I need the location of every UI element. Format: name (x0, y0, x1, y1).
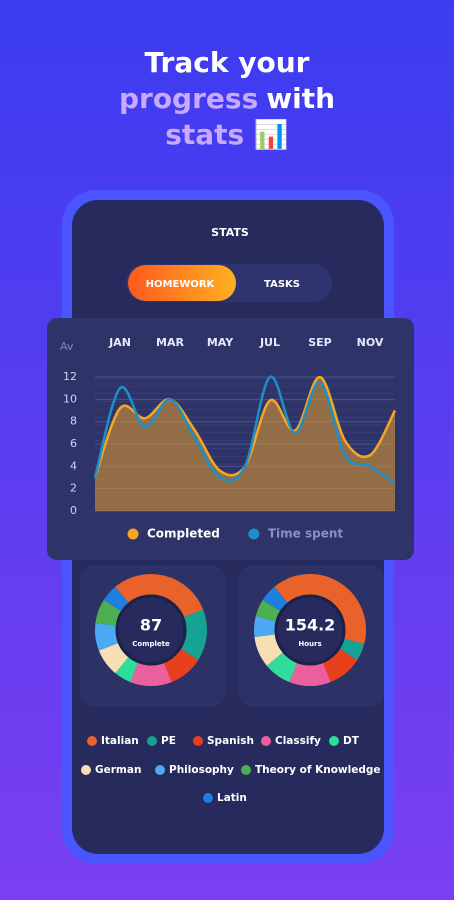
donut-center (115, 594, 187, 666)
donut-segment (103, 586, 130, 613)
legend-swatch (81, 765, 91, 775)
donut-segment (322, 647, 358, 683)
legend-label: DT (343, 735, 360, 747)
donut-label: Hours (298, 640, 321, 648)
donut-segment (163, 647, 199, 683)
donut-segment (98, 642, 130, 674)
content: Av 0 2 4 6 8 10 12 JAN MAR MAY JUL SEP NOV Completed Ti… (60, 336, 397, 804)
y-axis-label: Av (60, 340, 74, 353)
y-tick-label: 6 (70, 437, 77, 450)
headline-highlight: progress (119, 82, 258, 115)
legend-label: German (95, 764, 141, 776)
headline: progress with (119, 82, 335, 115)
area (95, 376, 395, 511)
tab-active[interactable] (128, 265, 236, 301)
y-tick-label: 2 (70, 482, 77, 495)
legend-swatch (329, 736, 339, 746)
y-tick-label: 8 (70, 415, 77, 428)
y-tick-label: 10 (63, 392, 77, 405)
donut-segment (255, 599, 282, 622)
donut-segment (95, 622, 120, 651)
legend-swatch (87, 736, 97, 746)
chart-card (47, 318, 414, 560)
legend-label: Italian (101, 735, 139, 747)
donut-segment (130, 661, 172, 686)
donut-segment (115, 574, 204, 619)
donut-segment (179, 609, 207, 661)
line (93, 375, 396, 485)
headline-text: with (266, 82, 335, 115)
donut-label: Complete (132, 640, 170, 648)
donut-segment (254, 616, 278, 638)
legend-label: Philosophy (169, 764, 234, 776)
legend-label: Time spent (268, 527, 344, 541)
legend-label: Theory of Knowledge (255, 764, 381, 776)
donut-value: 87 (140, 616, 162, 635)
donut-segment (115, 655, 139, 683)
legend-swatch (248, 528, 260, 540)
x-tick-label: MAR (156, 336, 184, 349)
legend-swatch (127, 528, 139, 540)
donut-center (274, 594, 346, 666)
tab-label[interactable]: HOMEWORK (146, 279, 216, 290)
y-tick-label: 0 (70, 504, 77, 517)
screen-title: STATS (211, 226, 249, 239)
headline: stats 📊 (165, 118, 289, 151)
legend-label: Classify (275, 735, 321, 747)
donut-segment (254, 633, 285, 666)
y-tick-label: 4 (70, 459, 77, 472)
legend-swatch (155, 765, 165, 775)
donut-segment (289, 661, 331, 686)
donut-value: 154.2 (285, 616, 336, 635)
legend-swatch (203, 793, 213, 803)
x-tick-label: NOV (357, 336, 384, 349)
legend-swatch (193, 736, 203, 746)
legend-swatch (241, 765, 251, 775)
donut-segment (338, 638, 365, 661)
legend-label: Latin (217, 792, 247, 804)
legend-swatch (147, 736, 157, 746)
donut-segment (95, 599, 123, 627)
tab-label[interactable]: TASKS (264, 279, 300, 290)
legend-label: Spanish (207, 735, 254, 747)
legend-label: Completed (147, 527, 220, 541)
x-tick-label: MAY (207, 336, 234, 349)
donut-segment (262, 586, 289, 613)
legend-swatch (261, 736, 271, 746)
x-tick-label: JUL (259, 336, 280, 349)
donut-segment (274, 574, 366, 644)
x-tick-label: JAN (108, 336, 131, 349)
headline: Track your (145, 46, 310, 79)
x-tick-label: SEP (308, 336, 332, 349)
donut-segment (266, 651, 298, 683)
y-tick-label: 12 (63, 370, 77, 383)
legend-label: PE (161, 735, 176, 747)
